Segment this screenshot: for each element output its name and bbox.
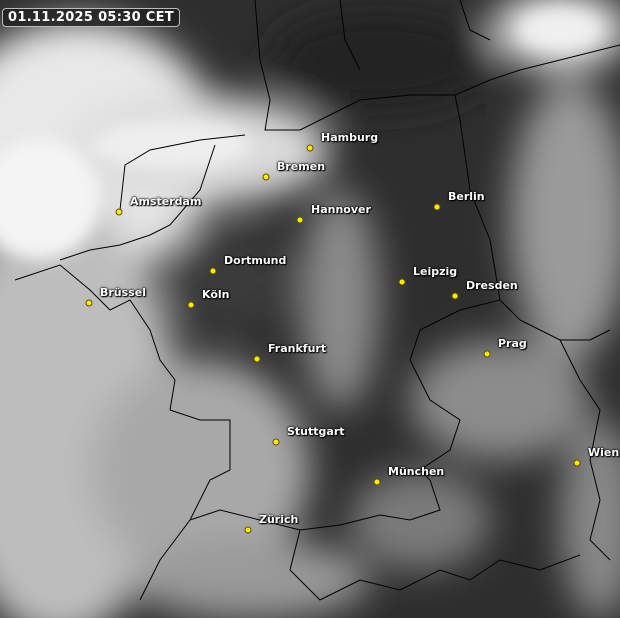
city-label: Brüssel	[100, 286, 146, 299]
city-label: Prag	[498, 337, 527, 350]
city-dot[interactable]	[451, 292, 459, 300]
city-label: Wien	[588, 446, 620, 459]
city-label: Stuttgart	[287, 425, 345, 438]
city-dot[interactable]	[262, 173, 270, 181]
city-label: Frankfurt	[268, 342, 327, 355]
city-label: München	[388, 465, 445, 478]
city-label: Dresden	[466, 279, 518, 292]
city-dot[interactable]	[296, 216, 304, 224]
city-label: Leipzig	[413, 265, 458, 278]
country-borders	[14, 0, 620, 601]
city-dot[interactable]	[85, 299, 93, 307]
city-dot[interactable]	[253, 355, 261, 363]
city-label: Zürich	[259, 513, 299, 526]
city-label: Hamburg	[321, 131, 379, 144]
city-label: Bremen	[277, 160, 326, 173]
city-dot[interactable]	[244, 526, 252, 534]
city-dot[interactable]	[398, 278, 406, 286]
city-label: Köln	[202, 288, 230, 301]
city-dot[interactable]	[115, 208, 123, 216]
city-label: Amsterdam	[130, 195, 202, 208]
city-dot[interactable]	[433, 203, 441, 211]
timestamp-label: 01.11.2025 05:30 CET	[2, 8, 180, 27]
city-dot[interactable]	[373, 478, 381, 486]
city-dot[interactable]	[187, 301, 195, 309]
city-label: Hannover	[311, 203, 371, 216]
city-dot[interactable]	[573, 459, 581, 467]
city-dot[interactable]	[483, 350, 491, 358]
city-dot[interactable]	[209, 267, 217, 275]
city-dot[interactable]	[272, 438, 280, 446]
city-label: Berlin	[448, 190, 485, 203]
city-dot[interactable]	[306, 144, 314, 152]
city-label: Dortmund	[224, 254, 287, 267]
